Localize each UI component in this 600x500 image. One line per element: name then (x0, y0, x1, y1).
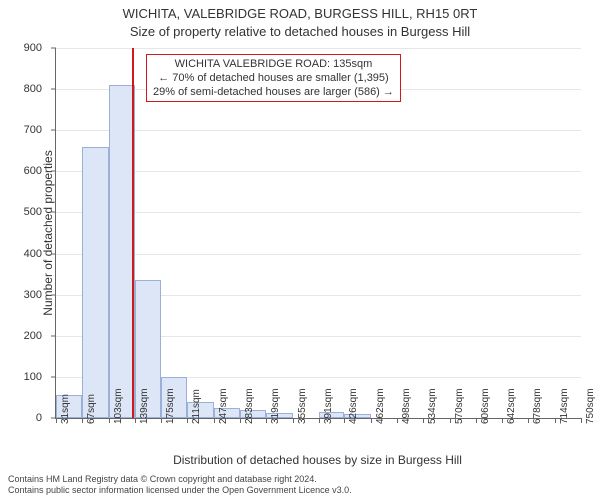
y-tick-mark (51, 171, 56, 172)
x-tick-mark (450, 418, 451, 423)
y-tick-label: 700 (24, 124, 42, 136)
y-tick-label: 800 (24, 83, 42, 95)
x-tick-mark (161, 418, 162, 423)
y-tick-label: 400 (24, 248, 42, 260)
x-tick-label: 391sqm (323, 388, 334, 424)
histogram-bar (82, 147, 108, 418)
x-tick-mark (109, 418, 110, 423)
x-tick-label: 642sqm (506, 388, 517, 424)
x-tick-mark (397, 418, 398, 423)
credits-line-1: Contains HM Land Registry data © Crown c… (8, 474, 352, 485)
x-tick-mark (555, 418, 556, 423)
chart-container: { "chart": { "type": "histogram", "title… (0, 0, 600, 500)
x-tick-label: 426sqm (348, 388, 359, 424)
y-tick-mark (51, 212, 56, 213)
y-axis-label: Number of detached properties (41, 150, 55, 315)
x-tick-mark (476, 418, 477, 423)
gridline (56, 48, 581, 49)
plot-area: Number of detached properties 0100200300… (55, 48, 581, 419)
x-tick-mark (528, 418, 529, 423)
x-tick-label: 175sqm (165, 388, 176, 424)
x-tick-label: 714sqm (559, 388, 570, 424)
y-tick-mark (51, 48, 56, 49)
y-tick-mark (51, 253, 56, 254)
x-tick-label: 319sqm (270, 388, 281, 424)
y-tick-label: 900 (24, 42, 42, 54)
x-tick-mark (371, 418, 372, 423)
y-tick-label: 500 (24, 206, 42, 218)
marker-line (132, 48, 134, 418)
x-tick-label: 139sqm (139, 388, 150, 424)
x-tick-mark (293, 418, 294, 423)
y-tick-label: 300 (24, 289, 42, 301)
y-tick-label: 0 (36, 412, 42, 424)
x-tick-mark (240, 418, 241, 423)
x-tick-mark (423, 418, 424, 423)
x-tick-label: 355sqm (297, 388, 308, 424)
histogram-bar (109, 85, 135, 418)
x-tick-label: 247sqm (218, 388, 229, 424)
x-tick-label: 570sqm (454, 388, 465, 424)
x-tick-mark (319, 418, 320, 423)
y-tick-mark (51, 130, 56, 131)
credits: Contains HM Land Registry data © Crown c… (8, 474, 352, 496)
y-tick-mark (51, 335, 56, 336)
x-tick-label: 103sqm (113, 388, 124, 424)
y-tick-mark (51, 376, 56, 377)
callout-line: ← 70% of detached houses are smaller (1,… (153, 71, 394, 85)
y-tick-label: 200 (24, 330, 42, 342)
callout-line: 29% of semi-detached houses are larger (… (153, 85, 394, 99)
x-tick-mark (135, 418, 136, 423)
callout-box: WICHITA VALEBRIDGE ROAD: 135sqm← 70% of … (146, 54, 401, 102)
x-tick-label: 67sqm (86, 394, 97, 424)
chart-subtitle: Size of property relative to detached ho… (0, 24, 600, 39)
x-tick-mark (214, 418, 215, 423)
credits-line-2: Contains public sector information licen… (8, 485, 352, 496)
chart-title: WICHITA, VALEBRIDGE ROAD, BURGESS HILL, … (0, 6, 600, 21)
y-tick-mark (51, 89, 56, 90)
x-axis-label: Distribution of detached houses by size … (55, 453, 580, 467)
x-tick-mark (502, 418, 503, 423)
x-tick-label: 211sqm (191, 389, 202, 424)
y-tick-mark (51, 294, 56, 295)
x-tick-mark (82, 418, 83, 423)
x-tick-mark (187, 418, 188, 423)
x-tick-mark (581, 418, 582, 423)
x-tick-mark (344, 418, 345, 423)
x-tick-label: 750sqm (585, 388, 596, 424)
callout-line: WICHITA VALEBRIDGE ROAD: 135sqm (153, 57, 394, 71)
x-tick-label: 283sqm (244, 388, 255, 424)
x-tick-mark (56, 418, 57, 423)
y-tick-label: 100 (24, 371, 42, 383)
x-tick-label: 534sqm (427, 388, 438, 424)
y-tick-label: 600 (24, 165, 42, 177)
x-tick-label: 31sqm (60, 394, 71, 424)
x-tick-label: 498sqm (401, 388, 412, 424)
x-tick-mark (266, 418, 267, 423)
x-tick-label: 462sqm (375, 388, 386, 424)
x-tick-label: 678sqm (532, 388, 543, 424)
x-tick-label: 606sqm (480, 388, 491, 424)
